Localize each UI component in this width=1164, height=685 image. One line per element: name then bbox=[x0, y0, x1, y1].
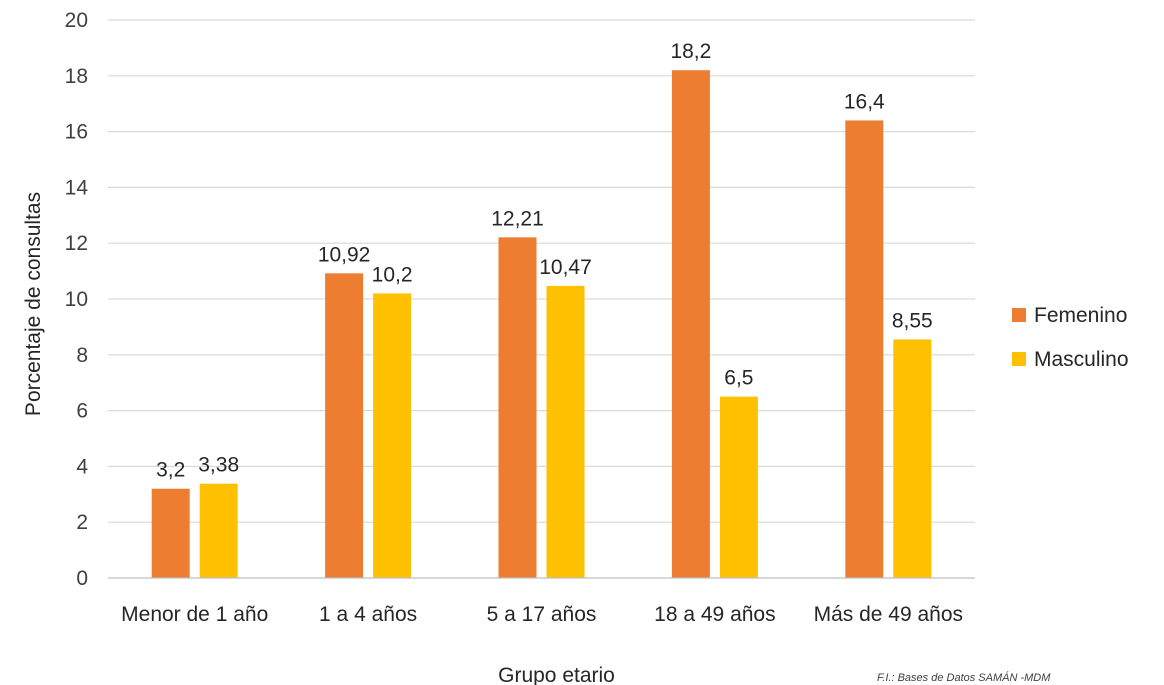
y-tick-label: 18 bbox=[65, 65, 88, 88]
bar-femenino-4 bbox=[845, 120, 884, 578]
data-label-femenino-0: 3,2 bbox=[156, 459, 185, 482]
y-tick-label: 12 bbox=[65, 232, 88, 255]
data-label-femenino-1: 10,92 bbox=[318, 243, 371, 266]
bar-masculino-1 bbox=[373, 293, 412, 578]
data-label-femenino-3: 18,2 bbox=[670, 40, 711, 63]
data-label-masculino-1: 10,2 bbox=[372, 263, 413, 286]
bar-masculino-0 bbox=[199, 483, 238, 578]
y-tick-label: 4 bbox=[76, 455, 88, 478]
legend-swatch-femenino bbox=[1012, 308, 1026, 322]
bar-femenino-3 bbox=[671, 70, 710, 578]
y-tick-label: 16 bbox=[65, 121, 88, 144]
y-axis-ticks: 0 2 4 6 8 10 12 14 16 18 20 bbox=[65, 9, 89, 590]
x-category-label: Más de 49 años bbox=[814, 603, 963, 626]
legend: Femenino Masculino bbox=[1012, 304, 1129, 371]
legend-label-masculino: Masculino bbox=[1034, 348, 1129, 371]
x-category-label: 5 a 17 años bbox=[487, 603, 597, 626]
bar-masculino-4 bbox=[893, 339, 932, 578]
x-axis-categories: Menor de 1 año 1 a 4 años 5 a 17 años 18 a … bbox=[121, 603, 963, 626]
data-label-femenino-2: 12,21 bbox=[491, 207, 544, 230]
data-label-masculino-2: 10,47 bbox=[539, 256, 592, 279]
legend-swatch-masculino bbox=[1012, 352, 1026, 366]
source-note: F.I.: Bases de Datos SAMÁN -MDM bbox=[877, 671, 1051, 684]
y-tick-label: 14 bbox=[65, 176, 89, 199]
legend-label-femenino: Femenino bbox=[1034, 304, 1127, 327]
y-tick-label: 10 bbox=[65, 288, 88, 311]
x-axis-title: Grupo etario bbox=[498, 664, 615, 685]
y-tick-label: 8 bbox=[76, 344, 88, 367]
y-axis-title: Porcentaje de consultas bbox=[22, 192, 45, 416]
x-category-label: Menor de 1 año bbox=[121, 603, 268, 626]
data-label-femenino-4: 16,4 bbox=[844, 90, 885, 113]
y-tick-label: 6 bbox=[76, 400, 88, 423]
data-label-masculino-3: 6,5 bbox=[724, 367, 753, 390]
x-category-label: 18 a 49 años bbox=[654, 603, 775, 626]
y-tick-label: 0 bbox=[76, 567, 88, 590]
x-category-label: 1 a 4 años bbox=[319, 603, 417, 626]
bar-femenino-2 bbox=[498, 237, 537, 578]
bar-masculino-2 bbox=[546, 285, 585, 578]
data-label-masculino-0: 3,38 bbox=[198, 454, 239, 477]
bar-masculino-3 bbox=[719, 396, 758, 578]
y-tick-label: 20 bbox=[65, 9, 88, 32]
data-label-masculino-4: 8,55 bbox=[892, 309, 933, 332]
bar-femenino-0 bbox=[151, 488, 190, 578]
bars bbox=[151, 70, 932, 578]
gridlines bbox=[108, 19, 975, 523]
y-tick-label: 2 bbox=[76, 511, 88, 534]
bar-femenino-1 bbox=[325, 273, 364, 578]
